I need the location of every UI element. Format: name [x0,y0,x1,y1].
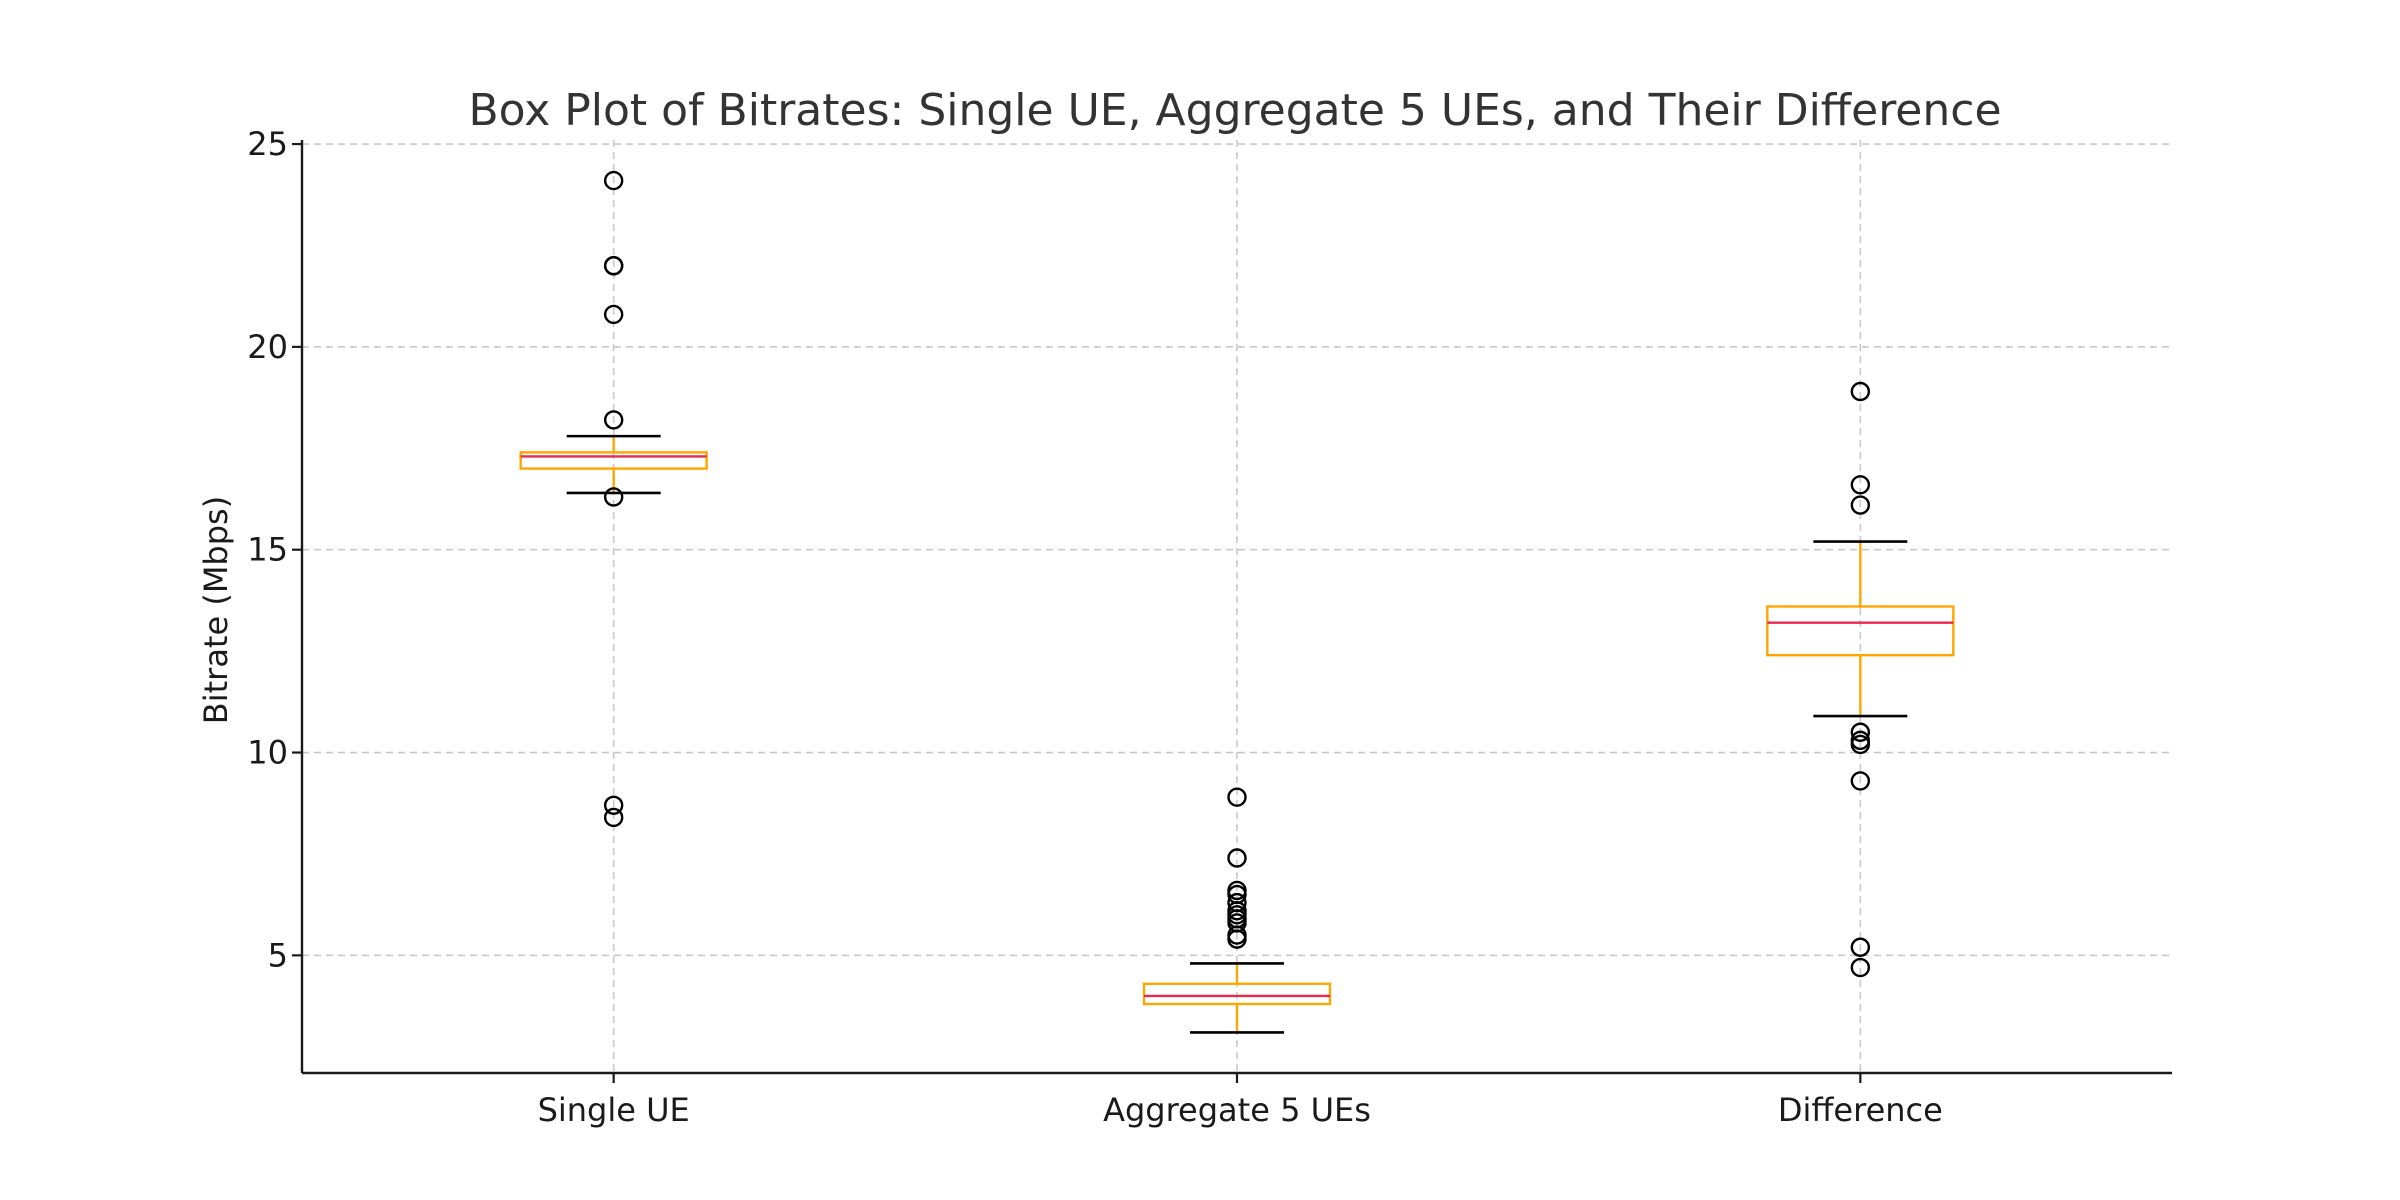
iqr-box [1142,982,1332,1006]
box-layer [519,170,1955,1034]
outlier-point [1850,937,1871,957]
outlier-point [603,807,624,828]
outlier-point [603,410,624,430]
chart-title: Box Plot of Bitrates: Single UE, Aggrega… [468,85,2001,136]
y-tick-label: 25 [247,125,288,163]
outlier-point [603,487,624,507]
y-tick-label: 15 [247,531,288,569]
iqr-box [519,451,708,470]
x-tick-layer: Single UE Aggregate 5 UEs Difference [538,1073,1943,1129]
outlier-point [1850,381,1871,402]
outlier-point [603,795,624,815]
box-group [519,170,708,828]
y-tick-label: 5 [268,936,288,974]
outlier-point [1850,771,1871,791]
outlier-point [1850,957,1871,978]
outlier-point [1227,929,1247,949]
outlier-point [1850,475,1871,495]
outlier-point [1227,787,1247,807]
box-group [1766,381,1955,978]
outlier-point [603,170,624,191]
x-tick-label: Single UE [538,1091,690,1129]
y-tick-label: 10 [247,734,288,772]
outlier-point [1850,495,1871,515]
outlier-point [603,304,624,325]
y-axis-label: Bitrate (Mbps) [197,496,235,724]
x-tick-label: Aggregate 5 UEs [1103,1091,1371,1129]
y-tick-label: 20 [247,328,288,366]
outlier-point [1850,734,1871,755]
outlier-point [1227,848,1247,868]
outlier-point [603,256,624,276]
box-group [1142,787,1332,1034]
x-tick-label: Difference [1778,1091,1943,1129]
y-tick-layer: 5 10 15 20 25 [247,125,302,974]
outlier-point [1850,722,1871,742]
iqr-box [1766,605,1955,657]
